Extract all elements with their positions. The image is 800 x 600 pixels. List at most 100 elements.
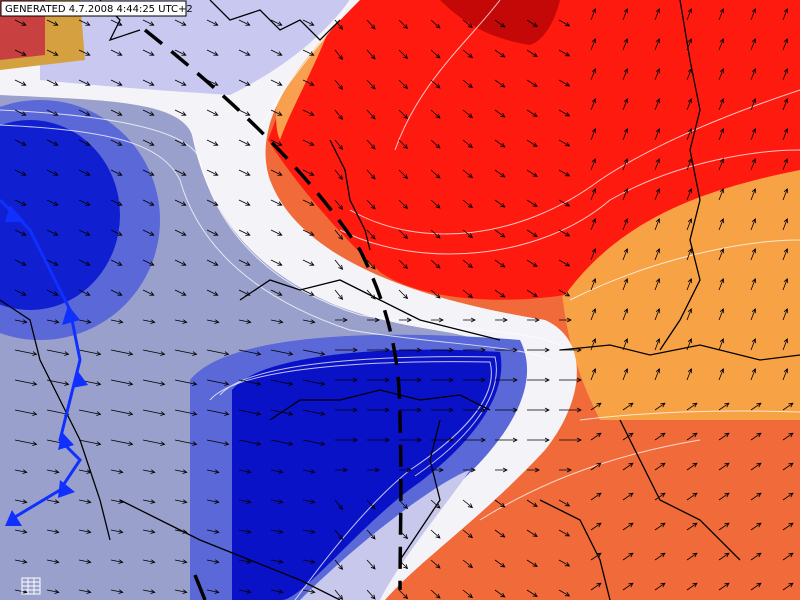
wind-arrow [686, 402, 698, 411]
wind-arrow [110, 79, 123, 86]
wind-arrow [142, 409, 166, 416]
wind-arrow [750, 277, 757, 291]
wind-arrow [206, 499, 220, 504]
wind-arrow [238, 229, 251, 236]
wind-arrow [527, 347, 550, 353]
wind-arrow [110, 589, 124, 594]
wind-arrow [335, 347, 358, 353]
wind-arrow [430, 259, 441, 269]
wind-arrow [718, 337, 725, 351]
wind-arrow [238, 349, 262, 356]
wind-arrow [559, 407, 582, 413]
wind-arrow [46, 19, 59, 26]
wind-arrow [558, 559, 571, 567]
wind-arrow [654, 522, 666, 531]
contour [0, 124, 551, 361]
wind-arrow [302, 169, 315, 176]
wind-arrow [78, 169, 91, 176]
wind-arrow [558, 589, 571, 597]
wind-arrow [718, 7, 725, 21]
wind-arrow [14, 589, 28, 594]
wind-arrow [559, 467, 572, 473]
wind-arrow [526, 49, 538, 57]
wind-arrow [590, 97, 597, 111]
wind-arrow [110, 49, 123, 56]
wind-arrow [558, 169, 571, 177]
wind-arrow [750, 217, 757, 231]
wind-arrow [302, 199, 315, 206]
wind-arrow [238, 109, 251, 116]
wind-arrow [110, 229, 123, 236]
wind-arrow [78, 199, 91, 206]
border [329, 139, 371, 251]
wind-arrow [718, 217, 725, 231]
wind-arrow [46, 589, 60, 594]
border [539, 499, 611, 600]
cold-core [0, 120, 120, 310]
wind-arrow [782, 247, 789, 261]
wind-arrow [302, 529, 316, 534]
wind-arrow [430, 49, 441, 59]
wind-arrow [654, 127, 661, 141]
wind-arrow [430, 139, 441, 149]
wind-arrow [526, 79, 538, 87]
wind-arrow [782, 492, 794, 501]
contour [394, 0, 501, 151]
wind-arrow [398, 199, 409, 210]
wind-arrow [270, 349, 294, 356]
wind-arrow [366, 529, 376, 540]
wind-arrow [622, 492, 634, 501]
wind-arrow [462, 199, 474, 209]
wind-arrow [366, 289, 376, 300]
wind-arrow [14, 19, 27, 26]
wind-arrow [558, 139, 571, 147]
wind-arrow [558, 259, 571, 267]
wind-arrow [494, 49, 506, 58]
wind-arrow [686, 187, 693, 201]
wind-arrow [174, 79, 187, 86]
wind-arrow [206, 439, 230, 446]
wind-arrow [46, 379, 70, 386]
wind-arrow [142, 199, 155, 206]
wind-arrow [590, 277, 597, 291]
wind-arrow [750, 367, 757, 381]
wind-arrow [750, 337, 757, 351]
wind-arrow [590, 247, 597, 261]
wind-arrow [494, 529, 506, 538]
contour [219, 356, 497, 477]
wind-arrow [270, 259, 283, 266]
wind-arrow [431, 377, 454, 383]
wind-arrow [750, 187, 757, 201]
wind-arrow [430, 229, 441, 239]
wind-arrow [46, 469, 60, 474]
wind-arrow [526, 529, 538, 537]
wind-arrow [238, 379, 262, 386]
wind-arrow [367, 317, 380, 323]
wind-arrow [302, 469, 316, 474]
wind-arrow [782, 462, 794, 471]
wind-arrow [174, 379, 198, 386]
wind-arrow [174, 109, 187, 116]
wind-arrow [142, 259, 155, 266]
wind-arrow [366, 109, 376, 120]
wind-arrow [718, 127, 725, 141]
wind-arrow [494, 289, 506, 298]
wind-arrow [270, 559, 284, 564]
wind-arrow [110, 379, 134, 386]
wind-arrow [110, 289, 123, 296]
wind-arrow [654, 402, 666, 411]
wind-arrow [206, 379, 230, 386]
wind-field [14, 7, 794, 600]
wind-arrow [366, 139, 376, 150]
front-triangle [62, 305, 80, 325]
wind-arrow [238, 559, 252, 564]
wind-arrow [238, 499, 252, 504]
wind-arrow [494, 109, 506, 118]
wind-arrow [238, 199, 251, 206]
wind-arrow [46, 529, 60, 534]
wind-arrow [718, 67, 725, 81]
wind-arrow [334, 79, 344, 91]
wind-arrow [398, 49, 409, 60]
wind-arrow [495, 347, 518, 353]
wind-arrow [335, 377, 358, 383]
